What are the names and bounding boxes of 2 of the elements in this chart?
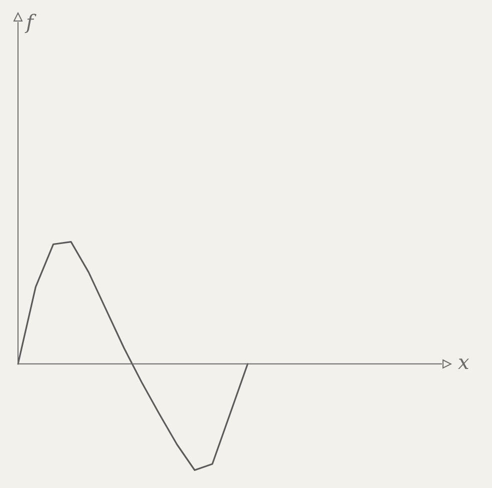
- x-axis-title: x: [458, 350, 470, 374]
- text: f: [24, 10, 37, 34]
